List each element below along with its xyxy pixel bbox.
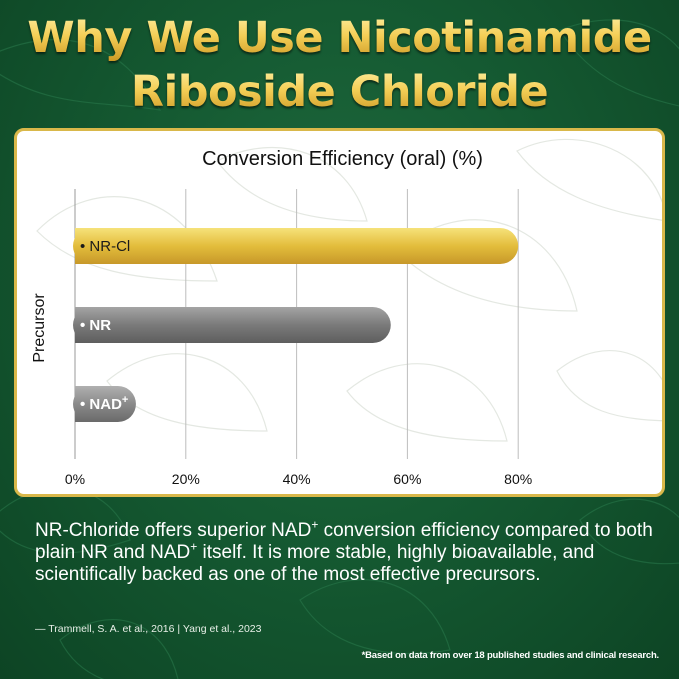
chart-panel: Conversion Efficiency (oral) (%) Precurs…: [14, 128, 665, 497]
bar-label: • NR: [80, 317, 111, 334]
bar-base: [75, 386, 93, 422]
chart-title: Conversion Efficiency (oral) (%): [202, 148, 483, 170]
x-tick-label: 20%: [171, 471, 200, 487]
x-tick-label: 80%: [504, 471, 533, 487]
bar-base: [75, 307, 93, 343]
x-tick-label: 60%: [393, 471, 422, 487]
citation: — Trammell, S. A. et al., 2016 | Yang et…: [35, 623, 262, 635]
superscript-plus-2: +: [190, 539, 198, 554]
bar-base: [75, 228, 93, 264]
footnote: *Based on data from over 18 published st…: [361, 650, 660, 661]
description-part-3: itself. It is more stable, highly bioava…: [35, 542, 595, 585]
superscript-plus: +: [311, 517, 319, 532]
bar-label: • NR-Cl: [80, 238, 130, 255]
description-text: NR-Chloride offers superior NAD+ convers…: [35, 517, 655, 586]
headline-line-2: Riboside Chloride: [0, 66, 679, 118]
description-part-2: conversion efficiency compared to both p…: [35, 520, 653, 563]
bar-nr: [73, 307, 391, 343]
x-tick-label: 40%: [282, 471, 311, 487]
headline-line-1: Why We Use Nicotinamide: [0, 12, 679, 64]
description-part-1: NR-Chloride offers superior NAD: [35, 520, 312, 541]
bar-label: • NAD+: [80, 394, 128, 413]
x-tick-label: 0%: [64, 471, 86, 487]
bar-chart: • NR-Cl • NR • NAD+: [73, 189, 519, 459]
panel-leaf-watermark: [36, 138, 662, 442]
bar-nr-cl: [73, 228, 519, 264]
